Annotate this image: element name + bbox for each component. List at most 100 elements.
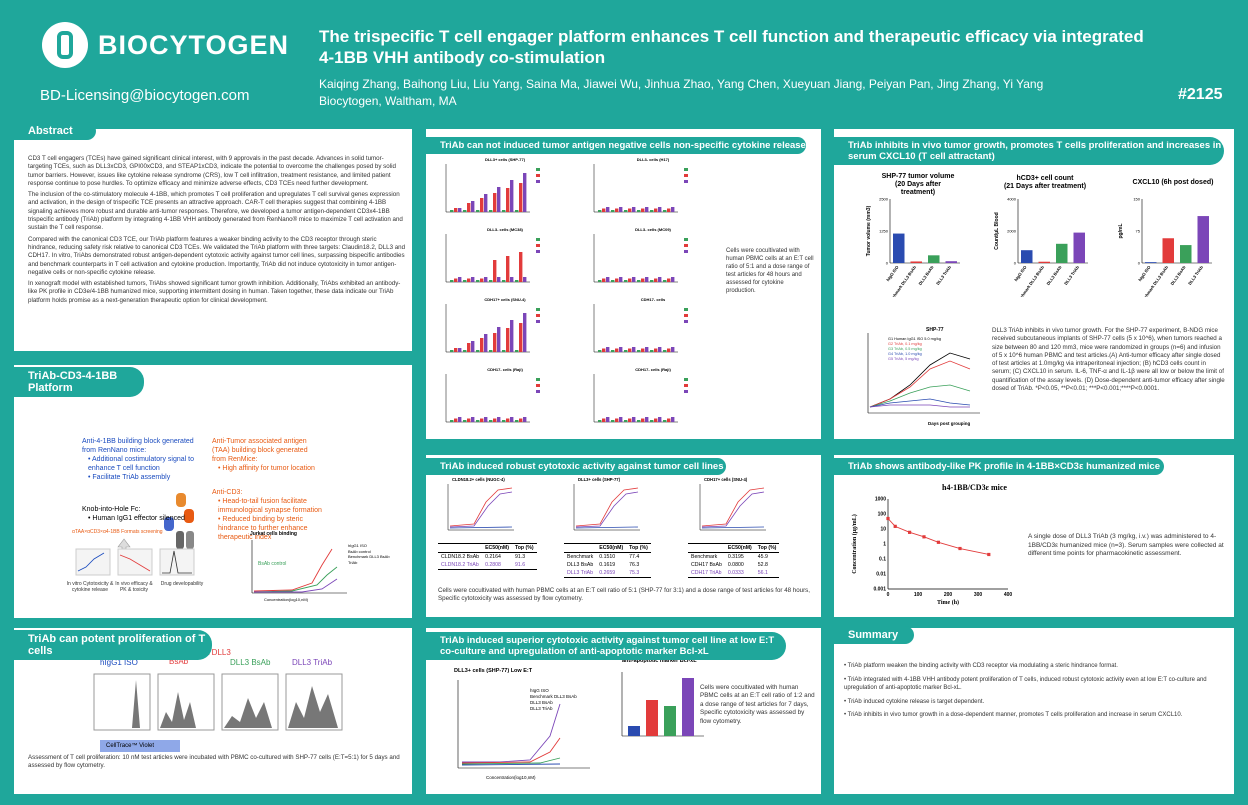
cytokine-bar: [510, 180, 514, 212]
cytotox-table-cldn: EC50(nM) Top (%) CLDN18.2 BsAb 0.2164 91.3 C…: [438, 543, 537, 570]
bar-category-label: hIgG ISO: [1013, 264, 1028, 282]
cytokine-bar: [484, 194, 488, 212]
bar: [1021, 250, 1033, 263]
jurkat-x-label: Concentration(log10,nM): [264, 597, 309, 602]
cytokine-bar: [632, 207, 636, 212]
cytokine-bar: [658, 417, 662, 422]
bar-category-label: hIgG ISO: [1137, 264, 1152, 282]
cytokine-bar: [450, 280, 454, 282]
lowet-curve-triab: [462, 703, 561, 763]
formats-text: αTAA×αCD3×α4-1BB Formats screening: [72, 529, 163, 535]
summary-tag: Summary: [834, 626, 914, 644]
summary-item: • TriAb platform weaken the binding acti…: [844, 663, 1118, 669]
summary-item: • TriAb induced cytokine release is targ…: [844, 698, 985, 705]
table-row: Benchmark 0.3195 45.9: [688, 553, 779, 562]
bar: [1056, 243, 1068, 263]
cytotox-table-dll3: EC50(nM) Top (%) Benchmark 0.1510 77.4 DLL3 …: [564, 543, 651, 578]
bar-category-label: DLL3 BsAb: [918, 264, 935, 286]
lowet-legend-item: DLL3 BsAb: [530, 700, 553, 705]
contact-email[interactable]: BD-Licensing@biocytogen.com: [40, 87, 250, 104]
cytokine-bar: [510, 277, 514, 282]
cytokine-bar: [458, 417, 462, 422]
bar-chart-tick: 75: [1136, 229, 1141, 234]
pk-caption: A single dose of DLL3 TriAb (3 mg/kg, i.…: [1028, 533, 1224, 558]
cytokine-bar: [476, 280, 480, 282]
cytotox-chart-title: CDH17+ cells (SNU-4): [704, 477, 748, 482]
tumor-line-g5: [869, 404, 970, 408]
cytokine-bar: [628, 278, 632, 282]
cytokine-bar: [523, 417, 527, 422]
cytokine-bar: [515, 280, 519, 282]
poster-header: BIOCYTOGEN BD-Licensing@biocytogen.com T…: [0, 0, 1248, 118]
cytokine-bar: [667, 208, 671, 212]
col-top: Top (%): [511, 543, 537, 553]
table-row: CLDN18.2 BsAb 0.2164 91.3: [438, 553, 537, 562]
bar-category-label: hIgG ISO: [885, 264, 900, 282]
cytokine-bar: [463, 280, 467, 282]
cytokine-tag: TriAb can not induced tumor antigen nega…: [426, 137, 806, 154]
pk-point: [886, 516, 890, 521]
cytotox-curve: [449, 491, 513, 528]
lowet-curve-bsab: [461, 757, 561, 765]
knob-b1-text: Human IgG1 effector silenced: [92, 515, 185, 522]
bar: [1038, 261, 1050, 263]
table-cell: CLDN18.2 TriAb: [438, 561, 483, 570]
cytokine-bar: [471, 201, 475, 212]
table-cell: 0.2808: [482, 561, 512, 570]
step-in-vitro: In vitro Cytotoxicity & cytokine release: [66, 581, 114, 593]
cytokine-legend-swatch: [684, 390, 688, 393]
cytokine-bars: [445, 374, 540, 423]
cytokine-bar: [663, 210, 667, 212]
cytokine-bar: [619, 417, 623, 422]
bclxl-bar-triab: [682, 678, 694, 736]
cytokine-legend-swatch: [536, 314, 540, 317]
cytokine-bar: [637, 350, 641, 352]
cytotox-curve: [575, 526, 639, 529]
bclxl-chart-title: anti-apoptotic marker Bcl-xL: [622, 658, 697, 664]
cytokine-bar: [611, 280, 615, 282]
lowet-chart-title: DLL3+ cells (SHP-77) Low E:T: [454, 668, 533, 674]
cytokine-bar: [624, 210, 628, 212]
pk-y-tick: 1: [883, 542, 886, 548]
bar: [1073, 232, 1085, 263]
jurkat-chart-title: Jurkat cells binding: [250, 531, 297, 537]
bar-category-label: Benchmark DLL3 BsAb: [1014, 264, 1045, 297]
cytokine-bar: [510, 417, 514, 422]
bar-category-label: DLL3 TriAb: [935, 264, 952, 286]
cytokine-bar: [493, 418, 497, 422]
cytokine-bar: [667, 348, 671, 352]
cytotox-curve: [575, 491, 639, 528]
anti-41bb-b1: • Additional costimulatory signal to enh…: [88, 456, 194, 472]
cytokine-chart: CDH17- cells: [584, 297, 722, 361]
bar: [1197, 216, 1209, 263]
cytotox-caption: Cells were cocultivated with human PBMC …: [438, 587, 810, 603]
knob-head: Knob-into-Hole Fc:: [82, 506, 141, 513]
biocytogen-logo-icon: [42, 22, 88, 68]
cytokine-legend-swatch: [536, 168, 540, 171]
tumor-line-g4: [869, 398, 971, 408]
cytokine-bar: [515, 210, 519, 212]
cytokine-bar: [641, 278, 645, 282]
cd3-count-bar-chart: Count/μL Blood 0 2000 4000 hIgG ISOBenchmark…: [994, 197, 1088, 297]
pk-y-tick: 0.01: [876, 572, 886, 578]
cfse-histograms: [93, 673, 343, 731]
cytotox-curves: CLDN18.2+ cells (NUGC-4) DLL3+ cells (SHP…: [434, 477, 814, 539]
cytokine-bar: [671, 277, 675, 282]
cytokine-bar: [484, 277, 488, 282]
chart-d-x: Days post grouping: [928, 421, 971, 426]
jurkat-legend: hIgG1 ISO BsAb control Benchmark DLL3 Bs…: [348, 543, 390, 565]
cytokine-bar: [645, 207, 649, 212]
summary-item: • TriAb integrated with 4-1BB VHH antibo…: [844, 676, 1207, 692]
cytokine-bar: [611, 210, 615, 212]
pk-x-tick: 100: [914, 592, 923, 598]
brand-logo: BIOCYTOGEN: [42, 22, 289, 68]
cytokine-bar: [454, 278, 458, 282]
cytotox-chart: CDH17+ cells (SNU-4): [686, 477, 806, 537]
cytokine-bar: [645, 417, 649, 422]
prolif-label-triab: DLL3 TriAb: [292, 658, 333, 667]
cytokine-legend-swatch: [684, 174, 688, 177]
cytokine-bar: [606, 347, 610, 352]
cytokine-bar: [637, 210, 641, 212]
anti-cd3-b2: • Reduced binding by steric hindrance to…: [218, 516, 308, 541]
pk-y-tick: 10: [880, 527, 886, 533]
